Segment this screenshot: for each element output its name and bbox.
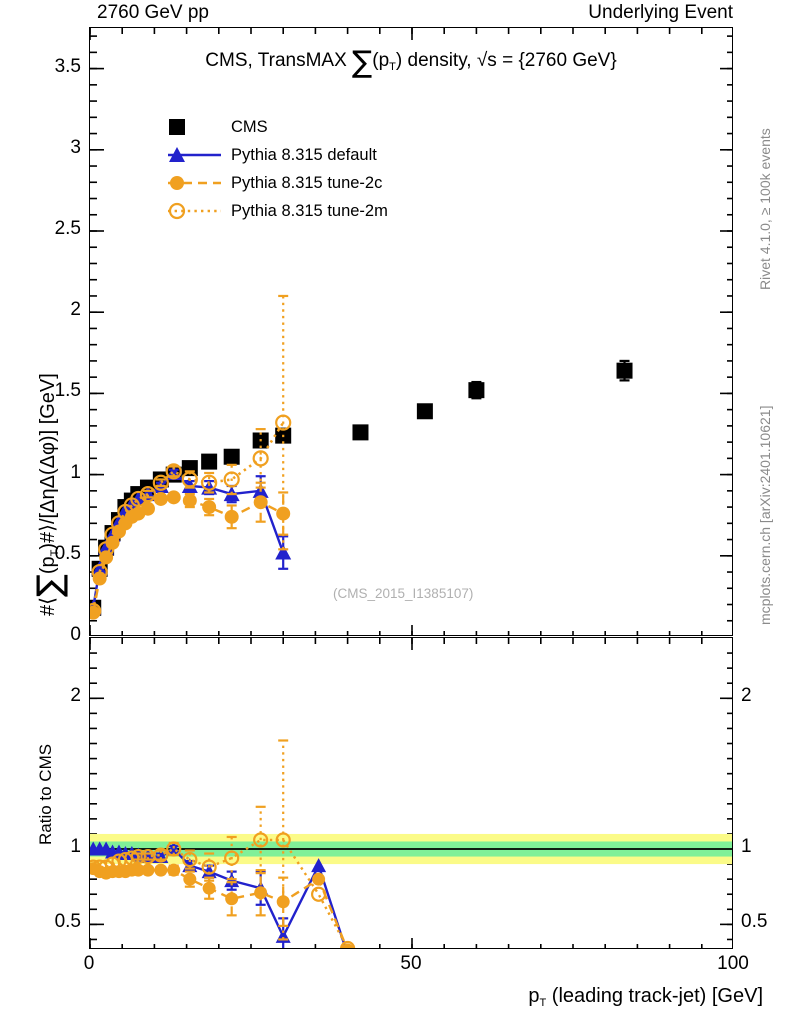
- side-label-mcplots: mcplots.cern.ch [arXiv:2401.10621]: [757, 405, 773, 625]
- y-tick-main-3.5: 3.5: [54, 55, 81, 77]
- y-tick-main-0: 0: [70, 624, 81, 645]
- legend-item-3: Pythia 8.315 tune-2m: [165, 197, 388, 225]
- header-left-label: 2760 GeV pp: [97, 2, 209, 23]
- title-mid: (p: [372, 50, 390, 71]
- sum-glyph: ∑: [30, 574, 70, 598]
- y-tick-main-1: 1: [70, 461, 81, 483]
- x-axis-title-pre: p: [528, 985, 540, 1007]
- y-axis-title-ratio: Ratio to CMS: [36, 743, 55, 845]
- x-axis-title-sub: T: [539, 997, 547, 1009]
- x-tick-50: 50: [400, 953, 422, 974]
- y-tick-main-1.5: 1.5: [54, 380, 81, 402]
- ratio-series-pythia-8-315-tune-2c: [90, 862, 354, 948]
- legend-marker-1: [165, 145, 227, 165]
- x-tick-0: 0: [83, 953, 95, 974]
- legend-label-1: Pythia 8.315 default: [231, 145, 377, 164]
- y-tick-ratio-right-2: 2: [741, 685, 752, 707]
- y-tick-main-2.5: 2.5: [54, 218, 81, 239]
- legend-item-2: Pythia 8.315 tune-2c: [165, 169, 388, 197]
- side-label-rivet: Rivet 4.1.0, ≥ 100k events: [757, 128, 773, 290]
- series-cms: [90, 359, 633, 616]
- main-plot-title: CMS, TransMAX ∑(pT) density, √s = {2760 …: [90, 48, 732, 78]
- title-sub: T: [389, 61, 396, 73]
- y-tick-main-3: 3: [70, 136, 81, 158]
- y-tick-main-2: 2: [70, 299, 81, 321]
- legend-item-1: Pythia 8.315 default: [165, 141, 388, 169]
- ratio-series-pythia-8-315-tune-2m: [90, 739, 356, 948]
- x-axis-title-post: (leading track-jet) [GeV]: [546, 985, 763, 1007]
- x-tick-100: 100: [717, 953, 749, 974]
- legend-item-0: CMS: [165, 113, 388, 141]
- y-tick-ratio-left-1: 1: [70, 836, 81, 857]
- legend-label-0: CMS: [231, 117, 268, 136]
- legend-label-2: Pythia 8.315 tune-2c: [231, 173, 383, 192]
- y-axis-title-main: #⟨∑(pT)#⟩/[ΔηΔ(Δφ)] [GeV]: [30, 373, 70, 616]
- plot-header: 2760 GeV pp Underlying Event: [89, 2, 733, 26]
- y-tick-ratio-left-0.5: 0.5: [54, 911, 81, 933]
- legend-marker-0: [165, 117, 227, 137]
- main-plot-panel: CMS, TransMAX ∑(pT) density, √s = {2760 …: [89, 27, 733, 636]
- x-axis-title: pT (leading track-jet) [GeV]: [0, 985, 786, 1009]
- y-tick-ratio-right-1: 1: [741, 836, 752, 857]
- header-right-label: Underlying Event: [588, 2, 733, 23]
- y-tick-ratio-right-0.5: 0.5: [741, 911, 768, 933]
- legend-label-3: Pythia 8.315 tune-2m: [231, 201, 388, 220]
- y-tick-ratio-left-2: 2: [70, 685, 81, 707]
- y-tick-main-0.5: 0.5: [54, 542, 81, 564]
- y-axis-title-pre: #⟨: [37, 597, 59, 616]
- ratio-plot-panel: [89, 637, 733, 949]
- legend-marker-2: [165, 173, 227, 193]
- sum-glyph-title: ∑: [352, 45, 373, 80]
- ratio-data-layer: [90, 638, 732, 948]
- main-data-layer: [90, 28, 732, 635]
- title-pre: CMS, TransMAX: [205, 50, 353, 71]
- legend-marker-3: [165, 201, 227, 221]
- analysis-watermark: (CMS_2015_I1385107): [333, 586, 474, 601]
- title-post: ) density, √s = {2760 GeV}: [395, 50, 617, 71]
- series-pythia-8-315-tune-2m: [90, 294, 292, 620]
- legend: CMS Pythia 8.315 default Pythia 8.315 tune…: [165, 113, 388, 225]
